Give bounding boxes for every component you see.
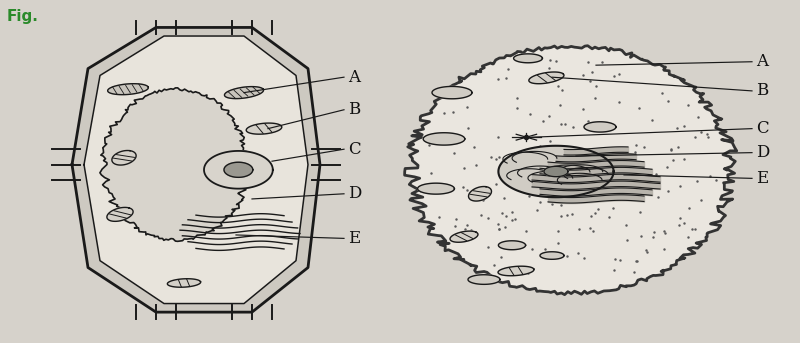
Polygon shape bbox=[450, 231, 478, 242]
Polygon shape bbox=[468, 275, 500, 284]
Polygon shape bbox=[108, 84, 148, 95]
Text: A: A bbox=[348, 69, 360, 86]
Text: B: B bbox=[756, 82, 768, 99]
Polygon shape bbox=[112, 151, 136, 165]
Text: D: D bbox=[756, 144, 770, 161]
Polygon shape bbox=[469, 187, 491, 201]
Text: D: D bbox=[348, 185, 362, 202]
Text: C: C bbox=[348, 141, 361, 158]
Polygon shape bbox=[584, 122, 616, 132]
Polygon shape bbox=[544, 166, 568, 177]
Polygon shape bbox=[529, 72, 564, 84]
Polygon shape bbox=[224, 162, 253, 177]
Polygon shape bbox=[418, 183, 454, 194]
Polygon shape bbox=[514, 54, 542, 63]
Polygon shape bbox=[246, 123, 282, 134]
Polygon shape bbox=[540, 252, 564, 259]
Text: A: A bbox=[756, 53, 768, 70]
Text: B: B bbox=[348, 101, 360, 118]
Polygon shape bbox=[167, 279, 201, 287]
Polygon shape bbox=[423, 133, 465, 145]
Polygon shape bbox=[498, 241, 526, 250]
Polygon shape bbox=[84, 36, 308, 304]
Polygon shape bbox=[107, 208, 133, 221]
Polygon shape bbox=[72, 27, 320, 312]
Polygon shape bbox=[405, 46, 737, 295]
Polygon shape bbox=[498, 266, 534, 276]
Polygon shape bbox=[100, 88, 252, 241]
Polygon shape bbox=[225, 87, 263, 98]
Polygon shape bbox=[498, 146, 614, 197]
Text: Fig.: Fig. bbox=[6, 9, 38, 24]
Polygon shape bbox=[432, 86, 472, 99]
Text: E: E bbox=[348, 230, 360, 247]
Text: E: E bbox=[756, 170, 768, 187]
Text: C: C bbox=[756, 120, 769, 137]
Polygon shape bbox=[204, 151, 273, 189]
